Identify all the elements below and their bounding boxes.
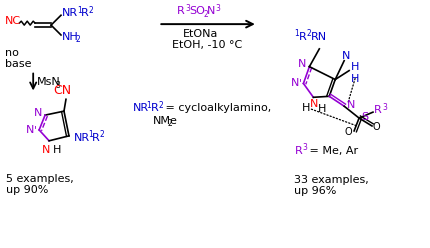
Text: H: H xyxy=(301,103,309,113)
Text: S: S xyxy=(360,112,367,122)
Text: NR: NR xyxy=(62,8,78,18)
Text: H: H xyxy=(350,73,359,84)
Text: NC: NC xyxy=(5,16,22,26)
Text: 2: 2 xyxy=(203,10,207,19)
Text: 3: 3 xyxy=(302,143,307,152)
Text: RN: RN xyxy=(310,32,326,42)
Text: ': ' xyxy=(34,125,37,135)
Text: base: base xyxy=(5,59,32,69)
Text: R: R xyxy=(81,8,89,18)
Text: MsN: MsN xyxy=(37,77,61,88)
Text: N: N xyxy=(206,6,215,16)
Text: CN: CN xyxy=(53,84,71,97)
Text: 1: 1 xyxy=(77,6,81,15)
Text: no: no xyxy=(5,48,19,58)
Text: NR: NR xyxy=(132,103,148,113)
Text: NR: NR xyxy=(74,133,90,143)
Text: NH: NH xyxy=(62,32,79,42)
Text: 1: 1 xyxy=(146,101,151,110)
Text: H: H xyxy=(53,145,61,155)
Text: EtOH, -10 °C: EtOH, -10 °C xyxy=(172,40,242,50)
Text: N: N xyxy=(346,100,355,110)
Text: = cycloalkylamino,: = cycloalkylamino, xyxy=(162,103,271,113)
Text: N: N xyxy=(290,78,298,89)
Text: H: H xyxy=(318,104,326,114)
Text: EtONa: EtONa xyxy=(183,29,218,39)
Text: 2: 2 xyxy=(76,35,80,44)
Text: R: R xyxy=(92,133,99,143)
Text: 1: 1 xyxy=(294,29,298,37)
Text: 3: 3 xyxy=(55,81,60,90)
Text: O: O xyxy=(344,127,351,137)
Text: 3: 3 xyxy=(381,103,386,112)
Text: H: H xyxy=(350,62,359,72)
Text: N: N xyxy=(42,145,50,155)
Text: 3: 3 xyxy=(185,4,190,13)
Text: = Me, Ar: = Me, Ar xyxy=(306,146,358,156)
Text: R: R xyxy=(177,6,184,16)
Text: 33 examples,: 33 examples, xyxy=(294,175,369,185)
Text: R: R xyxy=(150,103,158,113)
Text: ': ' xyxy=(298,78,301,89)
Text: R: R xyxy=(373,105,381,115)
Text: 2: 2 xyxy=(89,6,93,15)
Text: N: N xyxy=(341,51,350,61)
Text: R: R xyxy=(294,146,301,156)
Text: 2: 2 xyxy=(167,120,172,128)
Text: N: N xyxy=(309,99,317,109)
Text: 2: 2 xyxy=(158,101,163,110)
Text: N: N xyxy=(34,108,43,118)
Text: 1: 1 xyxy=(88,130,92,139)
Text: SO: SO xyxy=(189,6,205,16)
Text: 2: 2 xyxy=(306,29,310,37)
Text: 3: 3 xyxy=(215,4,219,13)
Text: up 96%: up 96% xyxy=(294,186,336,196)
Text: NMe: NMe xyxy=(152,116,177,126)
Text: 5 examples,: 5 examples, xyxy=(6,174,74,184)
Text: 2: 2 xyxy=(99,130,104,139)
Text: N: N xyxy=(297,59,305,69)
Text: up 90%: up 90% xyxy=(6,185,49,195)
Text: N: N xyxy=(26,125,34,135)
Text: R: R xyxy=(298,32,305,42)
Text: O: O xyxy=(372,122,380,132)
